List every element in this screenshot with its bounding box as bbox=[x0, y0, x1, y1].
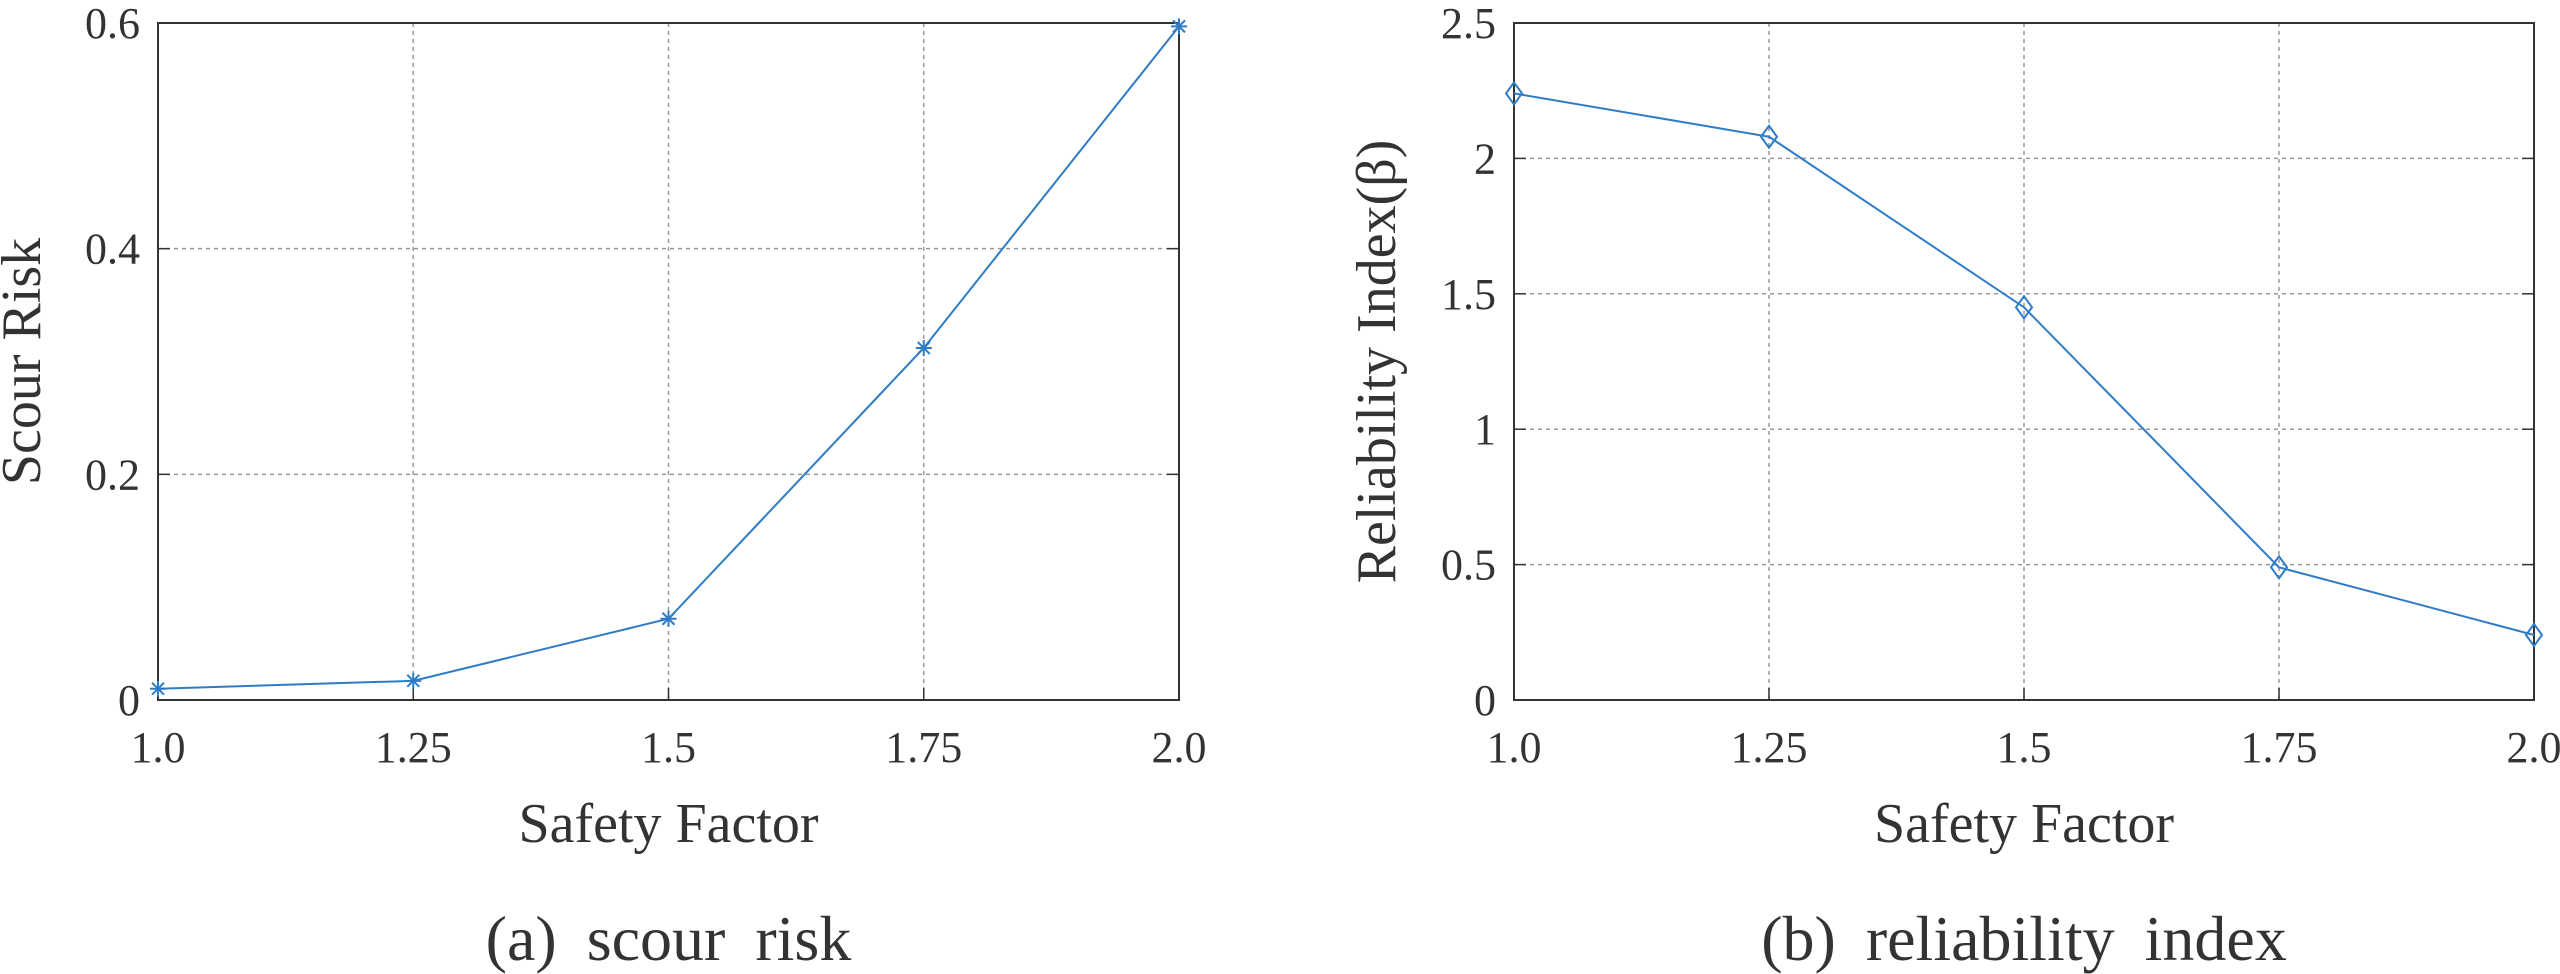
plot: 0 0.5 1 1.5 2 2.5 1.0 1.25 1.5 1.75 2.0 Safety Fact… bbox=[1346, 0, 2560, 974]
x-tick-label: 1.75 bbox=[885, 723, 962, 772]
data-point bbox=[1759, 124, 1779, 150]
data-line bbox=[157, 25, 1180, 690]
x-tick-label: 2.0 bbox=[1152, 723, 1207, 772]
x-tick-label: 1.25 bbox=[1731, 723, 1808, 772]
data-point bbox=[2014, 294, 2034, 321]
x-tick-label: 1.5 bbox=[641, 723, 696, 772]
x-tick-label: 1.0 bbox=[1487, 723, 1542, 772]
data-point bbox=[2524, 622, 2544, 648]
x-axis-label: Safety Factor bbox=[1874, 793, 2174, 855]
x-tick-label: 1.5 bbox=[1997, 723, 2052, 772]
y-tick-label: 2 bbox=[1474, 134, 1496, 183]
y-tick-label: 0 bbox=[118, 676, 140, 725]
caption: (b) reliability index bbox=[1761, 903, 2287, 974]
x-tick-label: 2.0 bbox=[2507, 723, 2560, 772]
y-tick-label: 0.2 bbox=[85, 450, 140, 499]
plot: 0 0.2 0.4 0.6 1.0 1.25 1.5 1.75 2.0 Safety Factor… bbox=[0, 0, 1207, 974]
caption: (a) scour risk bbox=[486, 903, 852, 974]
data-point bbox=[150, 680, 166, 697]
y-axis-label: Scour Risk bbox=[0, 238, 53, 485]
x-axis-label: Safety Factor bbox=[518, 793, 818, 855]
y-tick-label: 1.5 bbox=[1441, 270, 1496, 319]
y-tick-label: 0.5 bbox=[1441, 541, 1496, 590]
plot-frame bbox=[1513, 22, 2535, 701]
y-tick-label: 0.6 bbox=[85, 0, 140, 48]
data-point bbox=[915, 339, 932, 356]
x-tick-label: 1.75 bbox=[2241, 723, 2318, 772]
x-tick-label: 1.0 bbox=[131, 723, 186, 772]
y-tick-label: 2.5 bbox=[1441, 0, 1496, 48]
data-point bbox=[1171, 18, 1187, 35]
y-tick-label: 0.4 bbox=[85, 225, 140, 274]
data-point bbox=[660, 610, 677, 627]
data-point bbox=[2269, 554, 2289, 581]
y-tick-label: 1 bbox=[1474, 405, 1496, 454]
y-tick-label: 0 bbox=[1474, 676, 1496, 725]
y-axis-label: Reliability Index(β) bbox=[1346, 140, 1408, 584]
data-point bbox=[405, 672, 422, 689]
data-point bbox=[1504, 80, 1524, 107]
x-tick-label: 1.25 bbox=[375, 723, 452, 772]
data-line bbox=[1513, 92, 2535, 636]
plot-frame bbox=[157, 22, 1180, 701]
